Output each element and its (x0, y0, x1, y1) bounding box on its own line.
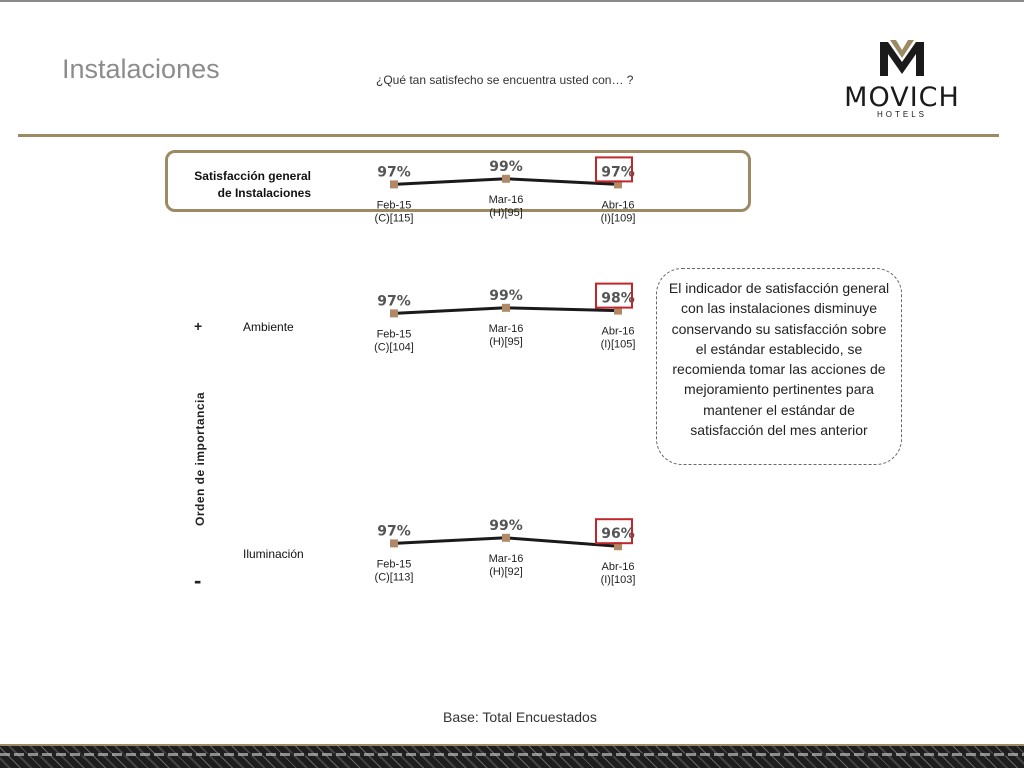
x-sublabel-0-2: (I)[109] (601, 212, 636, 224)
footer-pattern-stripe (0, 753, 1024, 756)
data-label-0-0: 97% (377, 164, 411, 180)
data-label-2-1: 99% (489, 518, 523, 534)
data-label-1-0: 97% (377, 293, 411, 309)
data-label-1-2: 98% (601, 291, 635, 307)
movich-logo: MOVICH HOTELS (814, 38, 990, 122)
x-label-1-0: Feb-15 (377, 328, 412, 340)
importance-plus: + (194, 318, 203, 334)
data-point-0-0 (390, 180, 398, 189)
data-label-0-1: 99% (489, 159, 523, 175)
x-sublabel-2-2: (I)[103] (601, 574, 636, 586)
insight-callout: El indicador de satisfacción general con… (656, 268, 902, 465)
highlight-box-1 (595, 282, 633, 309)
x-sublabel-0-1: (H)[95] (489, 207, 523, 219)
page-title: Instalaciones (62, 54, 220, 84)
data-point-1-0 (390, 309, 398, 318)
x-label-0-1: Mar-16 (489, 194, 524, 206)
overall-label-line1: Satisfacción general (194, 169, 311, 183)
x-sublabel-0-0: (C)[115] (375, 212, 414, 224)
footer-gold-line (0, 744, 1024, 746)
logo-brand: MOVICH (844, 82, 960, 113)
data-label-2-0: 97% (377, 523, 411, 539)
data-point-2-1 (502, 533, 510, 542)
x-sublabel-1-1: (H)[95] (489, 336, 523, 348)
importance-minus: - (194, 568, 202, 593)
x-sublabel-1-2: (I)[105] (601, 339, 636, 351)
movich-monogram-icon (880, 40, 924, 76)
data-point-1-2 (614, 306, 622, 315)
logo-sub: HOTELS (876, 110, 927, 119)
data-label-0-2: 97% (601, 164, 635, 180)
x-sublabel-1-0: (C)[104] (374, 341, 414, 353)
x-sublabel-2-0: (C)[113] (375, 571, 414, 583)
footer-pattern (0, 746, 1024, 768)
x-label-0-2: Abr-16 (601, 199, 634, 211)
highlight-box-0 (595, 156, 633, 183)
overall-label-line2: de Instalaciones (217, 186, 311, 200)
base-note: Base: Total Encuestados (443, 709, 597, 725)
data-point-2-2 (614, 542, 622, 551)
data-point-1-1 (502, 303, 510, 312)
survey-question: ¿Qué tan satisfecho se encuentra usted c… (376, 73, 634, 87)
data-point-2-0 (390, 539, 398, 548)
data-point-0-1 (502, 174, 510, 183)
ambiente-label: Ambiente (243, 320, 294, 334)
data-label-2-2: 96% (601, 526, 635, 542)
highlight-box-2 (595, 518, 633, 545)
data-point-0-2 (614, 180, 622, 189)
header-divider (18, 134, 999, 137)
data-label-1-1: 99% (489, 288, 523, 304)
x-label-0-0: Feb-15 (377, 199, 412, 211)
x-label-2-0: Feb-15 (377, 558, 412, 570)
x-label-1-1: Mar-16 (489, 323, 524, 335)
overall-highlight-frame (165, 150, 751, 212)
x-sublabel-2-1: (H)[92] (489, 566, 523, 578)
top-border (0, 0, 1024, 2)
x-label-2-2: Abr-16 (601, 561, 634, 573)
iluminacion-label: Iluminación (243, 547, 304, 561)
overall-label: Satisfacción general de Instalaciones (161, 168, 311, 202)
x-label-1-2: Abr-16 (601, 326, 634, 338)
x-label-2-1: Mar-16 (489, 553, 524, 565)
